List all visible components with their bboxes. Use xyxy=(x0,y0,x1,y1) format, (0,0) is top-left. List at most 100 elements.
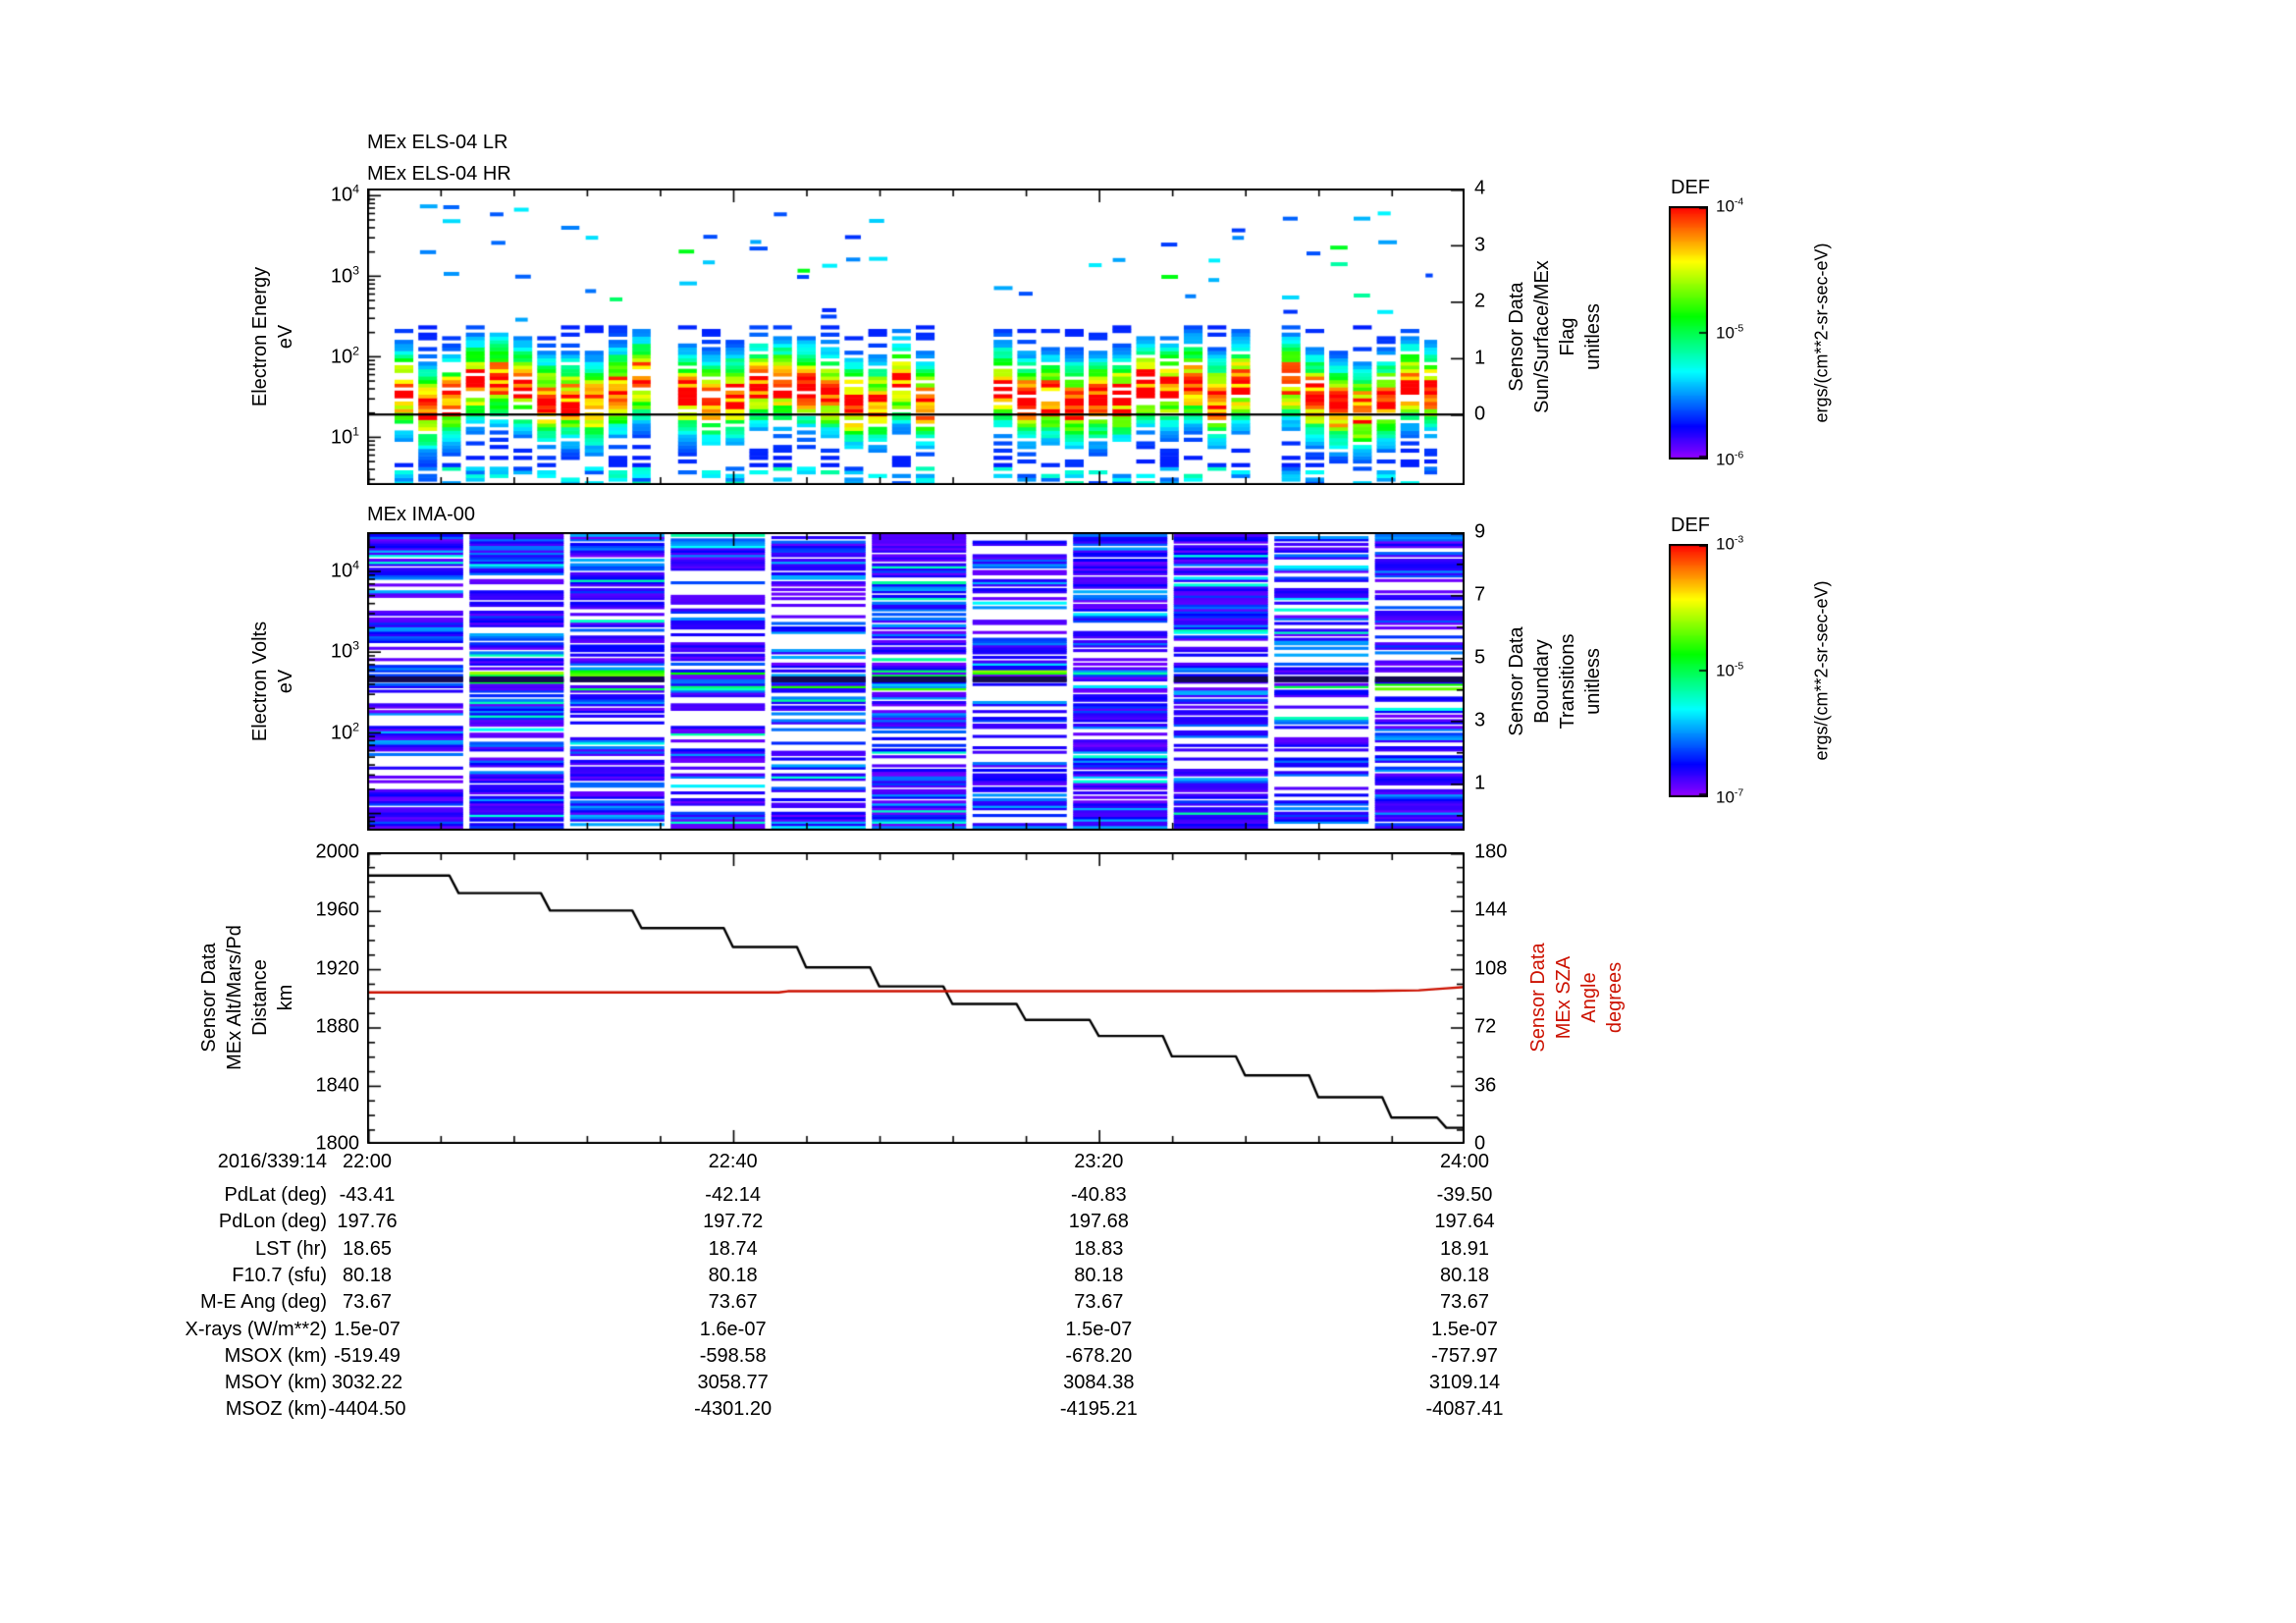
altitude-ytick-label: 2000 xyxy=(315,840,360,863)
altitude-ytick-label: 1920 xyxy=(315,957,360,980)
table-cell: -40.83 xyxy=(1070,1184,1127,1206)
table-cell: 80.18 xyxy=(1074,1264,1124,1286)
table-row-label: M-E Ang (deg) xyxy=(200,1291,327,1314)
colorbar-tick-label: 10-5 xyxy=(1716,660,1744,680)
table-cell: 3109.14 xyxy=(1428,1372,1501,1394)
table-cell: -4404.50 xyxy=(328,1398,406,1421)
els-ytick-label: 104 xyxy=(330,183,359,206)
els-spectrogram-canvas xyxy=(367,189,1465,485)
ima-ytick-label: 103 xyxy=(330,639,359,663)
els-right-tick-label: 4 xyxy=(1474,177,1486,199)
ima-ytick-label: 102 xyxy=(330,720,359,743)
els-right-tick-label: 1 xyxy=(1474,347,1486,369)
altitude-ytick-label: 1880 xyxy=(315,1015,360,1038)
els-right-tick-label: 2 xyxy=(1474,290,1486,312)
ima-right-tick-label: 9 xyxy=(1474,520,1486,543)
table-cell: 18.83 xyxy=(1074,1237,1124,1260)
table-row-label: MSOZ (km) xyxy=(225,1398,327,1421)
table-cell: 3032.22 xyxy=(331,1372,403,1394)
table-cell: -4195.21 xyxy=(1059,1398,1138,1421)
sza-right-tick-label: 72 xyxy=(1474,1015,1497,1038)
table-cell: 18.74 xyxy=(708,1237,758,1260)
table-cell: -598.58 xyxy=(699,1344,767,1367)
table-cell: 22:40 xyxy=(708,1151,758,1172)
colorbar-tick-label: 10-3 xyxy=(1716,533,1744,554)
sza-right-tick-label: 108 xyxy=(1474,957,1508,980)
els-ytick-label: 101 xyxy=(330,424,359,448)
table-cell: 1.5e-07 xyxy=(1431,1318,1498,1340)
table-row-label: PdLon (deg) xyxy=(218,1211,327,1233)
table-cell: 3058.77 xyxy=(697,1372,769,1394)
ima-title: MEx IMA-00 xyxy=(367,504,476,525)
table-cell: 73.67 xyxy=(1439,1291,1490,1314)
ima-right-tick-label: 1 xyxy=(1474,772,1486,794)
table-cell: 73.67 xyxy=(342,1291,393,1314)
table-cell: 80.18 xyxy=(342,1264,393,1286)
ima-right-tick-label: 7 xyxy=(1474,583,1486,606)
table-cell: -39.50 xyxy=(1436,1184,1493,1206)
els-right-axis-label: Sensor Data Sun/Surface/MEx Flag unitles… xyxy=(1506,260,1604,413)
sza-right-tick-label: 180 xyxy=(1474,840,1508,863)
altitude-ytick-label: 1840 xyxy=(315,1074,360,1097)
table-cell: 73.67 xyxy=(708,1291,758,1314)
altitude-ytick-label: 1960 xyxy=(315,898,360,921)
table-cell: -757.97 xyxy=(1431,1344,1498,1367)
altitude-sza-line-chart-canvas xyxy=(367,852,1465,1144)
ima-spectrogram-canvas xyxy=(367,532,1465,831)
els-right-tick-label: 0 xyxy=(1474,403,1486,425)
els-ytick-label: 102 xyxy=(330,344,359,367)
els-title-hr: MEx ELS-04 HR xyxy=(367,163,511,185)
colorbar-tick-label: 10-7 xyxy=(1716,786,1744,807)
table-cell: -4301.20 xyxy=(694,1398,773,1421)
colorbar-tick-label: 10-4 xyxy=(1716,195,1744,216)
table-cell: 197.76 xyxy=(337,1211,398,1233)
ima-ytick-label: 104 xyxy=(330,558,359,582)
colorbar-ima-title: DEF xyxy=(1671,514,1710,536)
table-cell: 80.18 xyxy=(1439,1264,1490,1286)
els-ytick-label: 103 xyxy=(330,263,359,287)
colorbar-tick-label: 10-6 xyxy=(1716,449,1744,469)
table-cell: 18.91 xyxy=(1439,1237,1490,1260)
table-row-label: 2016/339:14 xyxy=(217,1151,327,1172)
table-cell: 197.72 xyxy=(703,1211,764,1233)
els-right-tick-label: 3 xyxy=(1474,234,1486,256)
ima-right-tick-label: 3 xyxy=(1474,709,1486,731)
ima-right-axis-label: Sensor Data Boundary Transitions unitles… xyxy=(1506,626,1604,736)
table-row-label: X-rays (W/m**2) xyxy=(185,1318,327,1340)
sza-right-tick-label: 144 xyxy=(1474,898,1508,921)
table-cell: 1.5e-07 xyxy=(334,1318,400,1340)
table-cell: 18.65 xyxy=(342,1237,393,1260)
altitude-ytick-label: 1800 xyxy=(315,1132,360,1155)
table-cell: -43.41 xyxy=(339,1184,396,1206)
table-cell: -519.49 xyxy=(334,1344,400,1367)
table-cell: 197.68 xyxy=(1068,1211,1129,1233)
table-cell: -4087.41 xyxy=(1425,1398,1504,1421)
table-row-label: MSOY (km) xyxy=(224,1372,327,1394)
table-cell: 197.64 xyxy=(1434,1211,1495,1233)
table-row-label: PdLat (deg) xyxy=(224,1184,327,1206)
table-cell: 73.67 xyxy=(1074,1291,1124,1314)
colorbar-els-units-label: ergs/(cm**2-sr-sec-eV) xyxy=(1811,243,1832,423)
colorbar-ima-units-label: ergs/(cm**2-sr-sec-eV) xyxy=(1811,580,1832,761)
table-cell: 23:20 xyxy=(1074,1151,1124,1172)
table-row-label: F10.7 (sfu) xyxy=(232,1264,327,1286)
table-cell: 22:00 xyxy=(342,1151,393,1172)
table-row-label: MSOX (km) xyxy=(224,1344,327,1367)
els-title-lr: MEx ELS-04 LR xyxy=(367,132,508,153)
els-y-axis-label: Electron Energy eV xyxy=(249,266,296,407)
table-cell: 24:00 xyxy=(1439,1151,1490,1172)
sza-right-axis-label: Sensor Data MEx SZA Angle degrees xyxy=(1527,943,1626,1053)
table-cell: 1.6e-07 xyxy=(699,1318,767,1340)
sza-right-tick-label: 36 xyxy=(1474,1074,1497,1097)
table-cell: 80.18 xyxy=(708,1264,758,1286)
colorbar-els xyxy=(1669,206,1708,460)
altitude-y-axis-label: Sensor Data MEx Alt/Mars/Pd Distance km xyxy=(198,925,296,1070)
table-cell: -678.20 xyxy=(1065,1344,1133,1367)
colorbar-els-title: DEF xyxy=(1671,177,1710,198)
colorbar-tick-label: 10-5 xyxy=(1716,322,1744,343)
sza-right-tick-label: 0 xyxy=(1474,1132,1486,1155)
table-cell: 3084.38 xyxy=(1063,1372,1135,1394)
table-cell: -42.14 xyxy=(705,1184,762,1206)
ima-right-tick-label: 5 xyxy=(1474,646,1486,669)
